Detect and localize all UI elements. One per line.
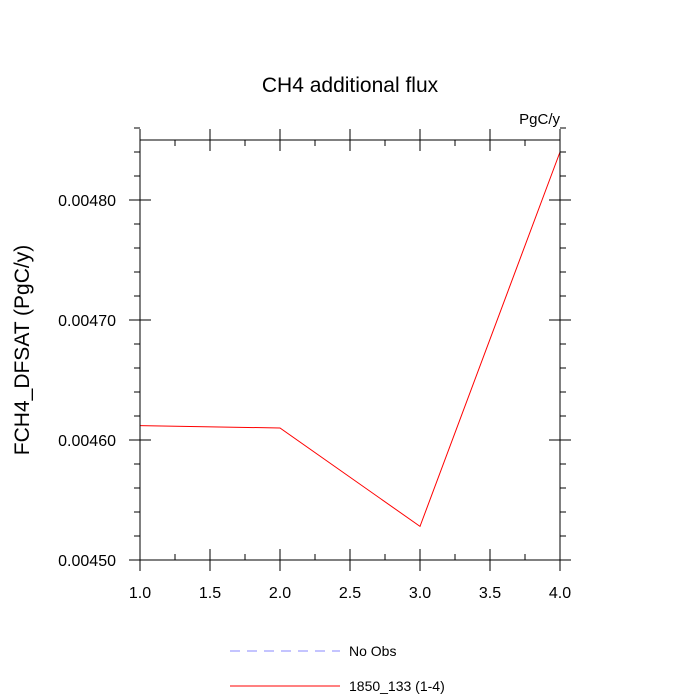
chart-title: CH4 additional flux [262,74,439,97]
x-tick-label: 3.0 [409,585,431,602]
y-tick-label: 0.00470 [58,313,116,330]
y-tick-label: 0.00450 [58,553,116,570]
legend: No Obs 1850_133 (1-4) [230,643,445,694]
y-tick-label: 0.00460 [58,433,116,450]
plot-series [139,151,561,528]
y-axis-label: FCH4_DFSAT (PgC/y) [11,245,34,455]
y-tick-labels: 0.00450 0.00460 0.00470 0.00480 [58,193,116,570]
x-tick-label: 1.5 [199,585,221,602]
x-tick-label: 2.5 [339,585,361,602]
legend-label: No Obs [349,643,396,659]
x-tick-label: 1.0 [129,585,151,602]
units-label: PgC/y [519,111,560,128]
x-tick-label: 2.0 [269,585,291,602]
x-tick-label: 3.5 [479,585,501,602]
legend-label: 1850_133 (1-4) [349,678,445,694]
x-tick-label: 4.0 [549,585,571,602]
y-tick-label: 0.00480 [58,193,116,210]
x-tick-labels: 1.0 1.5 2.0 2.5 3.0 3.5 4.0 [129,585,571,602]
plot-frame [139,139,561,561]
series-line [139,151,561,528]
axis-ticks [129,127,571,571]
